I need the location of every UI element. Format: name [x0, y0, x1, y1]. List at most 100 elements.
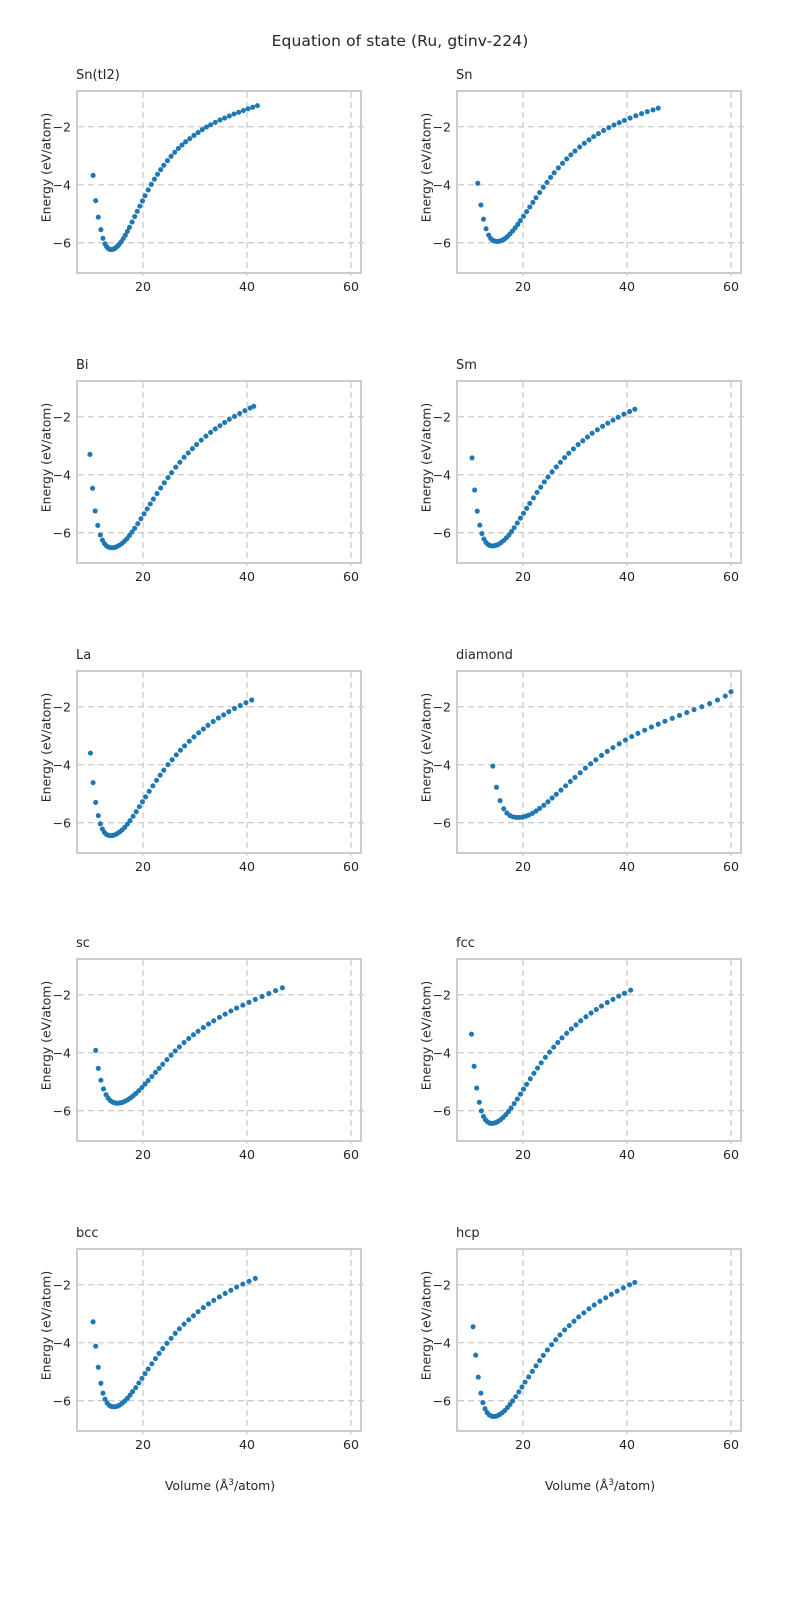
data-point: [93, 799, 99, 805]
y-axis-tick-label: −6: [432, 1103, 451, 1119]
data-point: [172, 1330, 178, 1336]
data-point: [212, 426, 218, 432]
y-axis-tick-label: −2: [52, 987, 71, 1003]
data-point: [597, 1298, 603, 1304]
data-point: [650, 107, 656, 113]
data-point: [567, 778, 573, 785]
y-axis-tick-label: −6: [52, 1103, 71, 1119]
data-point: [168, 1052, 174, 1058]
data-point: [211, 1297, 217, 1303]
data-point: [655, 721, 661, 727]
data-point: [160, 1345, 166, 1352]
data-point: [635, 730, 641, 736]
data-point: [478, 1390, 484, 1396]
scatter-series: [87, 697, 255, 839]
data-point: [176, 1044, 182, 1050]
subplot-title: Bi: [76, 358, 89, 373]
data-point: [124, 228, 130, 234]
data-point: [517, 515, 523, 521]
data-point: [161, 162, 167, 168]
data-point: [591, 134, 597, 140]
data-point: [200, 726, 206, 732]
data-point: [483, 226, 489, 232]
data-point: [598, 1003, 605, 1009]
data-point: [191, 734, 197, 740]
data-point: [605, 420, 611, 426]
data-point: [208, 122, 214, 128]
subplot-title: Sm: [456, 358, 477, 373]
data-point: [551, 1044, 557, 1050]
data-point: [633, 113, 639, 119]
data-point: [158, 485, 164, 491]
data-point: [182, 743, 188, 749]
data-point: [472, 487, 478, 493]
data-point: [545, 799, 551, 805]
data-point: [722, 693, 728, 699]
data-point: [259, 993, 265, 1000]
y-axis-tick-label: −2: [432, 119, 451, 135]
data-point: [90, 485, 96, 491]
data-point: [145, 1366, 151, 1372]
y-axis-tick-label: −4: [52, 467, 71, 483]
data-point: [610, 996, 616, 1002]
data-point: [98, 1380, 104, 1386]
data-point: [595, 131, 601, 137]
data-point: [575, 442, 581, 448]
data-point: [127, 1392, 133, 1398]
data-point: [172, 1048, 178, 1054]
data-point: [203, 433, 209, 439]
data-point: [190, 1032, 196, 1038]
data-point: [211, 1018, 217, 1024]
data-point: [642, 727, 648, 733]
data-point: [212, 119, 218, 125]
data-point: [133, 809, 139, 815]
subplot-title: hcp: [456, 1226, 480, 1241]
subplot-title: bcc: [76, 1226, 99, 1241]
data-point: [194, 442, 200, 448]
data-point: [139, 1375, 145, 1381]
data-point: [97, 532, 103, 538]
x-axis-tick-label: 20: [134, 1147, 152, 1162]
data-point: [589, 430, 595, 436]
data-point: [165, 762, 171, 768]
data-point: [133, 1385, 139, 1391]
scatter-series: [90, 1275, 258, 1410]
data-point: [243, 700, 249, 706]
y-axis-tick-label: −6: [52, 815, 71, 831]
data-point: [208, 429, 214, 435]
subplot-sn: Sn Energy (eV/atom) −2 −4 −6 20 40 60: [408, 68, 748, 338]
data-point: [511, 1101, 517, 1107]
data-point: [535, 1065, 541, 1071]
data-point: [169, 470, 175, 476]
x-axis-label-exponent: 3: [608, 1478, 614, 1488]
data-point: [559, 160, 566, 166]
data-point: [177, 747, 183, 753]
data-point: [226, 416, 232, 422]
x-axis-tick-label: 40: [618, 859, 636, 874]
subplot-sm: Sm Energy (eV/atom) −2 −4 −6 20 40 60: [408, 358, 748, 628]
data-point: [139, 799, 146, 805]
data-point: [129, 219, 135, 225]
data-point: [173, 752, 179, 758]
data-point: [578, 1018, 584, 1024]
data-point: [555, 1040, 561, 1046]
plot-canvas: [78, 382, 364, 566]
data-point: [126, 533, 133, 539]
data-point: [474, 508, 480, 514]
data-point: [135, 521, 141, 527]
plot-area: −2 −4 −6 20 40 60: [52, 1248, 364, 1452]
data-point: [691, 707, 697, 713]
data-point: [221, 712, 227, 718]
data-point: [555, 165, 561, 171]
data-point: [246, 1278, 252, 1284]
x-axis-tick-label: 40: [238, 1437, 256, 1452]
x-axis-tick-label: 20: [134, 859, 152, 874]
data-point: [676, 712, 683, 719]
data-point: [222, 420, 228, 426]
data-point: [557, 1332, 563, 1338]
y-axis-label: Energy (eV/atom): [38, 402, 54, 513]
data-point: [142, 193, 148, 199]
data-point: [514, 520, 520, 526]
data-point: [139, 1084, 145, 1091]
data-point: [147, 501, 153, 507]
